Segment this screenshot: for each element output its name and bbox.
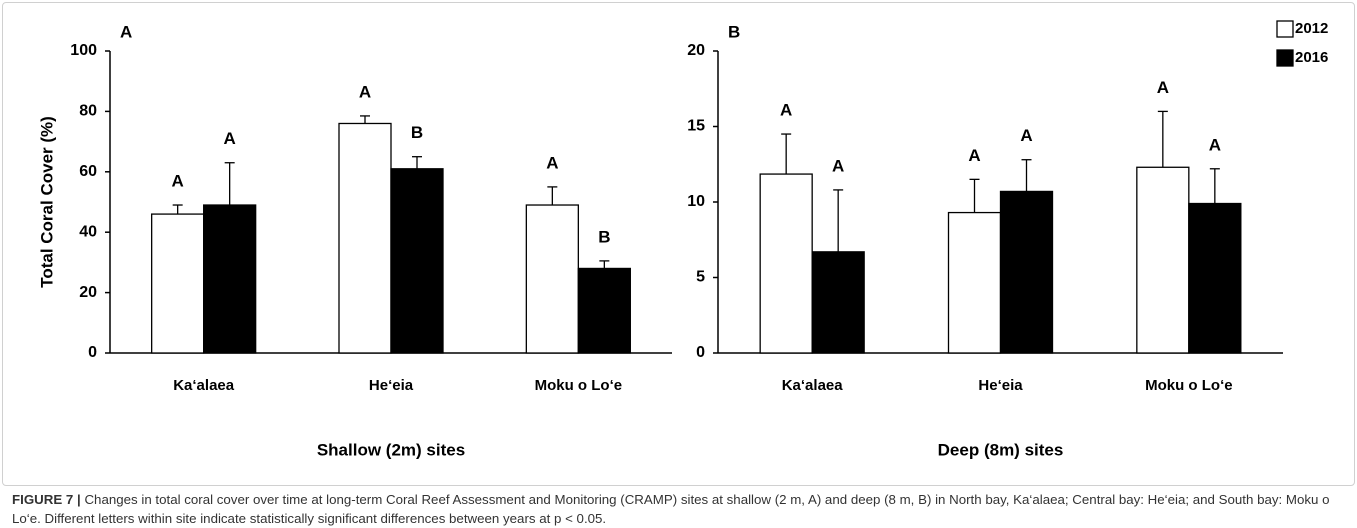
significance-letter: A [780,101,792,120]
significance-letter: A [832,156,844,175]
bar [338,122,392,354]
legend-swatch [1276,49,1294,67]
figure-frame [2,2,1355,486]
y-tick-label: 40 [79,223,97,240]
significance-letter: A [968,146,980,165]
bar [151,213,205,354]
bar [390,168,444,354]
x-tick-label: He‘eia [978,377,1023,394]
y-tick-label: 60 [79,163,97,180]
y-tick-label: 20 [79,284,97,301]
significance-letter: A [224,129,236,148]
y-tick-label: 80 [79,103,97,120]
y-tick-label: 20 [687,42,705,59]
bar [999,190,1054,354]
y-axis-label: Total Coral Cover (%) [37,116,56,288]
bar [203,204,257,354]
significance-letter: A [1209,135,1221,154]
chart: A Total Coral Cover (%) Shallow (2m) sites… [37,20,1328,460]
y-tick-label: 0 [696,344,705,361]
significance-letter: A [1157,78,1169,97]
caption-label: FIGURE 7 | [12,492,81,507]
caption: FIGURE 7 | Changes in total coral cover … [12,490,1347,528]
y-tick-label: 15 [687,118,705,135]
bar [759,173,813,354]
bar [525,204,579,354]
significance-letter: A [546,153,558,172]
legend-swatch [1276,20,1294,38]
x-tick-label: Ka‘alaea [782,377,844,394]
significance-letter: B [411,123,423,142]
x-tick-label: Moku o Lo‘e [535,377,623,394]
panel-title: A [120,22,132,41]
bar [1188,202,1242,354]
bar [577,267,631,354]
x-axis-label: Shallow (2m) sites [317,440,465,459]
x-tick-label: Moku o Lo‘e [1145,377,1233,394]
bar [947,211,1002,354]
significance-letter: A [359,82,371,101]
y-tick-label: 5 [696,269,705,286]
panel-title: B [728,22,740,41]
y-tick-label: 10 [687,193,705,210]
legend-label: 2012 [1295,20,1328,37]
significance-letter: B [598,227,610,246]
x-tick-label: Ka‘alaea [173,377,235,394]
legend-label: 2016 [1295,49,1328,66]
significance-letter: A [172,172,184,191]
x-tick-label: He‘eia [369,377,414,394]
bar [811,251,865,354]
y-tick-label: 0 [88,344,97,361]
x-axis-label: Deep (8m) sites [938,440,1064,459]
significance-letter: A [1020,126,1032,145]
bar [1136,166,1190,354]
y-tick-label: 100 [70,42,97,59]
